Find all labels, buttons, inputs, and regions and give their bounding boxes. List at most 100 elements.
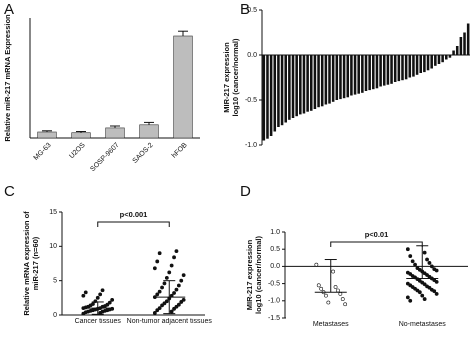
y-tick-label: -1.5 (268, 315, 280, 322)
x-tick-label: No-metastases (398, 321, 446, 328)
data-point (98, 292, 103, 297)
y-tick-label: -0.5 (268, 280, 280, 287)
panel-letter: A (4, 1, 14, 18)
data-point (172, 306, 176, 311)
data-point (179, 278, 184, 283)
data-point (181, 273, 186, 278)
bar (415, 55, 419, 75)
bar (441, 55, 444, 63)
bar (346, 55, 350, 98)
data-point (413, 262, 417, 267)
data-point (181, 297, 186, 302)
x-tick-label: MG-63 (33, 142, 53, 162)
y-tick-label: 10 (49, 243, 57, 250)
bar (401, 55, 404, 81)
y-axis-label: Relative miR-217 mRNA Expression (3, 14, 12, 142)
data-point (169, 309, 174, 314)
bar (105, 127, 125, 139)
bar (266, 55, 269, 139)
significance-bracket (97, 221, 170, 227)
bar (364, 55, 368, 91)
data-point (162, 301, 167, 306)
y-tick-label: 0.0 (247, 52, 257, 59)
data-point (83, 290, 88, 295)
bar (357, 55, 360, 94)
data-point (427, 285, 432, 290)
bar (353, 55, 357, 95)
data-point (157, 289, 162, 294)
bar (273, 55, 277, 132)
bar (324, 55, 328, 105)
bar (262, 55, 266, 141)
y-tick-label: 0.5 (247, 7, 257, 14)
bar (288, 55, 291, 120)
data-point (427, 261, 432, 265)
data-point (157, 306, 162, 311)
bar (350, 55, 353, 96)
x-label-box: Cancer tissues (74, 318, 121, 325)
bar (455, 46, 459, 55)
bar (339, 55, 342, 100)
bar (397, 55, 401, 82)
data-point (167, 270, 172, 275)
y-axis-label: Relative mRNA expression of (22, 211, 31, 316)
significance-label: p<0.001 (120, 210, 148, 219)
x-label-box: Metastases (313, 321, 349, 328)
bar (419, 55, 423, 73)
data-point (333, 285, 338, 289)
y-tick-label: -0.5 (245, 97, 257, 104)
bar (313, 55, 317, 109)
x-tick-label: U2OS (68, 142, 87, 161)
data-point (432, 289, 437, 294)
bar (328, 55, 331, 104)
data-point (160, 303, 164, 308)
bar (434, 55, 437, 66)
data-point (343, 302, 348, 307)
data-point (176, 283, 181, 288)
data-point (324, 293, 328, 298)
bar (463, 32, 466, 55)
bar (390, 55, 393, 84)
data-point (110, 297, 115, 302)
data-point (160, 285, 164, 290)
x-label-box: No-metastases (398, 321, 446, 328)
data-point (429, 264, 434, 269)
x-tick-label: SAOS-2 (132, 142, 155, 165)
data-point (434, 279, 439, 284)
bar (448, 55, 452, 58)
bar (466, 23, 470, 55)
data-point (319, 286, 324, 291)
data-point (410, 259, 415, 264)
y-axis-label: miR-217 (n=60) (31, 236, 40, 290)
data-point (420, 293, 425, 298)
x-tick-label: SOSP-9607 (89, 142, 120, 173)
panel-letter: B (240, 1, 250, 18)
y-tick-label: 0 (53, 312, 57, 319)
bar (306, 55, 309, 112)
x-label-box: Non-tumor adjacent tissues (127, 318, 212, 325)
data-point (176, 302, 181, 307)
data-point (434, 292, 439, 296)
y-axis-label: log10 (cancer/normal) (231, 38, 240, 116)
bar (430, 55, 433, 69)
bar (375, 55, 379, 89)
data-point (338, 292, 343, 296)
bar (372, 55, 375, 90)
bar (139, 124, 159, 139)
data-point (316, 283, 321, 288)
bar (393, 55, 397, 82)
data-point (81, 293, 86, 298)
data-point (408, 254, 413, 258)
x-tick-label: Cancer tissues (74, 318, 121, 325)
bar (269, 55, 273, 136)
data-point (405, 247, 410, 252)
data-point (331, 269, 336, 274)
bar (361, 55, 364, 93)
data-point (91, 302, 95, 306)
y-tick-label: 5 (53, 278, 57, 285)
bar (309, 55, 313, 111)
bar (291, 55, 295, 118)
bar (317, 55, 320, 108)
y-tick-label: 0.0 (270, 263, 280, 270)
